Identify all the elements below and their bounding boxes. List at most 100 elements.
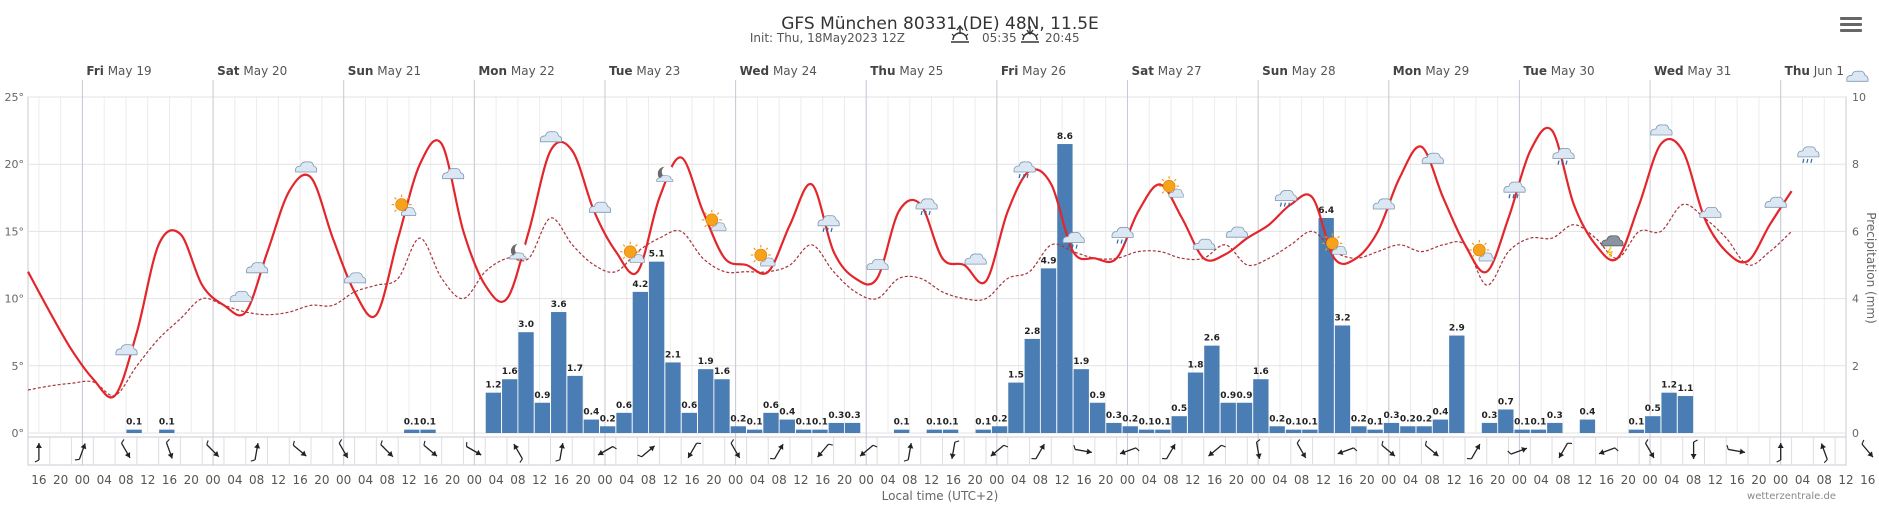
precipitation-label: 1.2 [1661,381,1677,391]
temperature-series [27,126,1793,399]
rain-drop [1802,158,1805,164]
hour-label: 04 [1142,473,1157,487]
hour-label: 16 [1860,473,1875,487]
precipitation-label: 0.2 [1400,414,1416,424]
wind-arrow [770,443,784,460]
day-label-date: May 29 [1422,64,1470,78]
cloud-weather-icon [1372,198,1395,210]
cloud-shape [1846,70,1869,82]
hamburger-menu-icon[interactable] [1840,14,1862,34]
precipitation-label: 0.2 [1269,414,1285,424]
hour-label: 20 [314,473,329,487]
wind-arrow [1507,447,1528,455]
right-axis-title: Precipitation (mm) [1864,212,1878,324]
hour-label: 00 [336,473,351,487]
wind-arrow [597,445,617,456]
day-label: Tue May 30 [1523,64,1594,78]
rain-drop [1022,173,1025,179]
hour-label: 16 [1076,473,1091,487]
hour-label: 20 [1098,473,1113,487]
hour-label: 04 [619,473,634,487]
day-label-weekday: Thu [870,64,895,78]
wind-arrow-barb [1003,444,1009,448]
cloud-shape [509,252,527,260]
precipitation-bar [763,412,779,433]
cloud-shape [711,222,727,232]
cloud-shape [1193,238,1216,250]
precipitation-label: 0.4 [779,408,795,418]
hour-label: 04 [97,473,112,487]
cloud-shape [760,257,776,267]
day-label-weekday: Fri [86,64,103,78]
hour-label: 08 [1817,473,1832,487]
wind-arrow-barb [612,446,617,450]
rain-weather-icon [1552,148,1575,165]
cloud-shape [1331,245,1347,255]
cloud-weather-icon [1225,226,1248,238]
credit-text: wetterzentrale.de [1747,491,1836,502]
day-label-date: May 22 [507,64,555,78]
precipitation-bar [1204,345,1220,433]
wind-arrow [1644,439,1655,459]
precipitation-label: 1.7 [567,364,583,374]
day-label: Thu Jun 1 [1785,64,1844,78]
hour-label: 16 [946,473,961,487]
precipitation-label: 0.5 [1645,404,1661,414]
precipitation-bar [1579,419,1596,433]
moon-cut [661,165,674,178]
sun-ray [1173,178,1177,182]
cloud-shape [964,253,987,265]
left-axis-tick: 25° [5,91,25,104]
precipitation-bar [1253,379,1269,433]
wind-arrow-head [1300,452,1306,458]
day-label-weekday: Sun [1262,64,1288,78]
precipitation-bar [746,429,763,433]
rain-weather-icon [1274,190,1297,207]
left-axis-tick: 20° [5,158,25,171]
precipitation-label: 0.3 [845,411,861,421]
wind-arrow-barb [1861,439,1865,445]
rain-drop [1810,158,1813,164]
sun-ray [1161,178,1165,182]
wind-arrow-head [513,444,519,450]
cloud-shape [1764,196,1787,208]
cloud-shape [1797,146,1820,158]
cloud-shape [588,201,612,213]
precipitation-bar [1677,396,1694,433]
precipitation-bar [1122,426,1138,433]
cloud-shape [1503,181,1526,193]
hour-label: 16 [423,473,438,487]
day-label: Thu May 25 [870,64,943,78]
hour-label: 08 [249,473,264,487]
precipitation-label: 0.1 [812,418,828,428]
wind-arrow [165,438,174,459]
cloud-weather-icon [866,258,889,270]
cloud-weather-icon [1699,206,1722,218]
cloud-shape [1650,124,1673,136]
dewpoint-series [27,203,1793,397]
wind-arrow-barb [1073,444,1076,450]
wind-arrow-head [1648,452,1655,458]
hour-label: 12 [1446,473,1461,487]
rain-drop [1565,160,1568,165]
hour-label: 08 [1686,473,1701,487]
cloud-weather-icon [295,161,318,173]
precipitation-label: 0.2 [992,414,1008,424]
wind-arrow-barb [1031,457,1036,460]
rain-weather-icon [915,198,938,216]
cloud-shape [1372,198,1395,210]
wind-arrow-barb [1162,457,1167,460]
wind-arrow-head [1389,450,1395,457]
precipitation-label: 2.6 [1204,334,1220,344]
hour-label: 00 [597,473,612,487]
wind-arrow [1337,447,1358,455]
wind-arrow-head [1867,451,1873,458]
hour-label: 20 [53,473,68,487]
sun-weather-icon [1159,176,1184,198]
day-label-weekday: Sat [217,64,240,78]
right-axis-tick: 6 [1852,225,1859,238]
cloud-shape [629,254,645,264]
precipitation-bar [1106,422,1122,433]
precipitation-bar [649,261,665,433]
hour-label: 04 [750,473,765,487]
